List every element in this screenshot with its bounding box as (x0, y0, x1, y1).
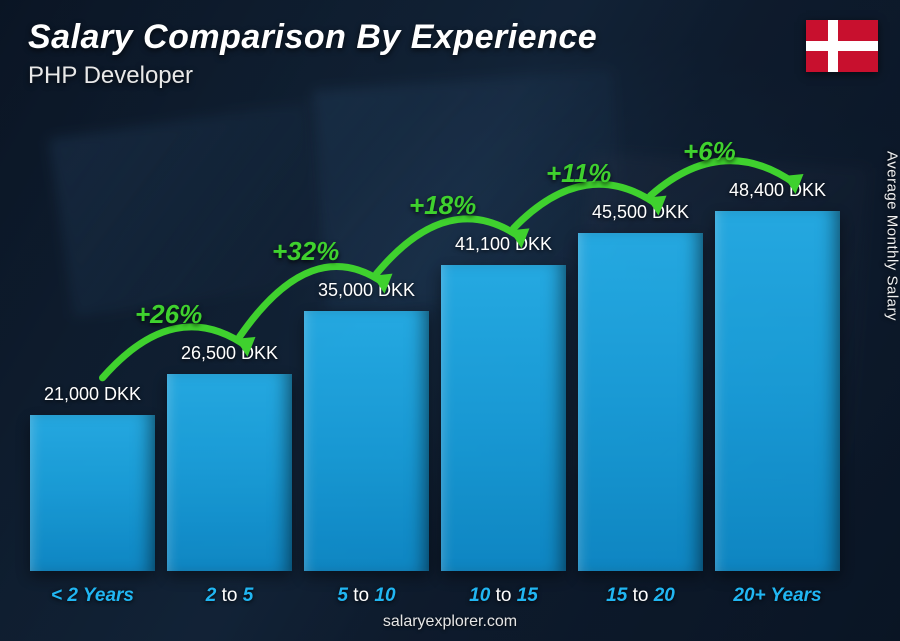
y-axis-label: Average Monthly Salary (884, 151, 900, 321)
category-label: 20+ Years (715, 585, 840, 607)
increase-pct-label: +6% (683, 136, 736, 167)
chart-subtitle: PHP Developer (28, 62, 193, 90)
footer-credit: salaryexplorer.com (0, 613, 900, 631)
category-label: 2 to 5 (167, 585, 292, 607)
category-label: 5 to 10 (304, 585, 429, 607)
category-label: 15 to 20 (578, 585, 703, 607)
increase-arrow-icon (30, 110, 840, 571)
denmark-flag-icon (806, 20, 878, 72)
chart-canvas: Salary Comparison By Experience PHP Deve… (0, 0, 900, 641)
chart-title: Salary Comparison By Experience (28, 18, 597, 57)
category-label: < 2 Years (30, 585, 155, 607)
chart-area: 21,000 DKK< 2 Years26,500 DKK2 to 535,00… (30, 110, 840, 571)
category-label: 10 to 15 (441, 585, 566, 607)
